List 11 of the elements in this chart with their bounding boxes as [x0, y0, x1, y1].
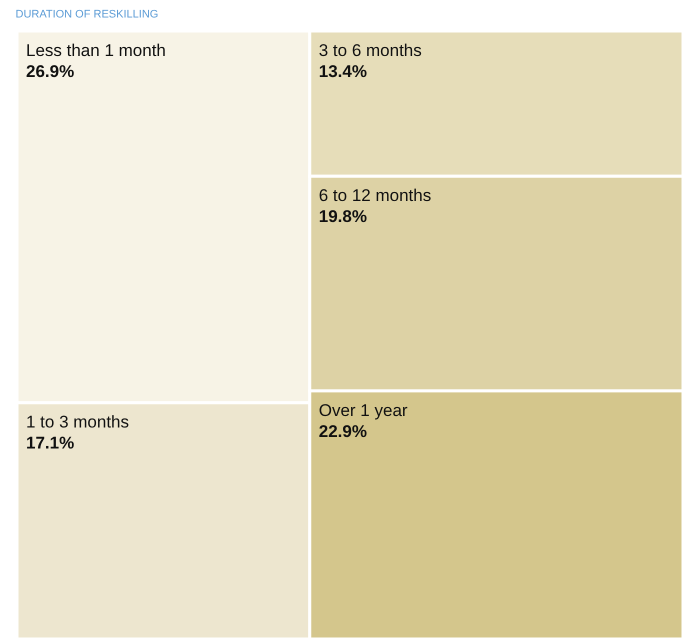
data-label: 17.1%	[26, 434, 74, 453]
data-label: 19.8%	[318, 207, 367, 226]
category-label: Over 1 year	[318, 400, 408, 420]
data-label: 26.9%	[26, 62, 74, 81]
category-label: Less than 1 month	[26, 41, 166, 60]
text: DURATION OF RESKILLING	[16, 8, 158, 20]
category-label: 1 to 3 months	[26, 412, 130, 432]
category-label: 3 to 6 months	[318, 41, 422, 60]
data-label: 22.9%	[318, 422, 367, 441]
category-label: 6 to 12 months	[318, 186, 432, 206]
data-label: 13.4%	[318, 62, 367, 81]
